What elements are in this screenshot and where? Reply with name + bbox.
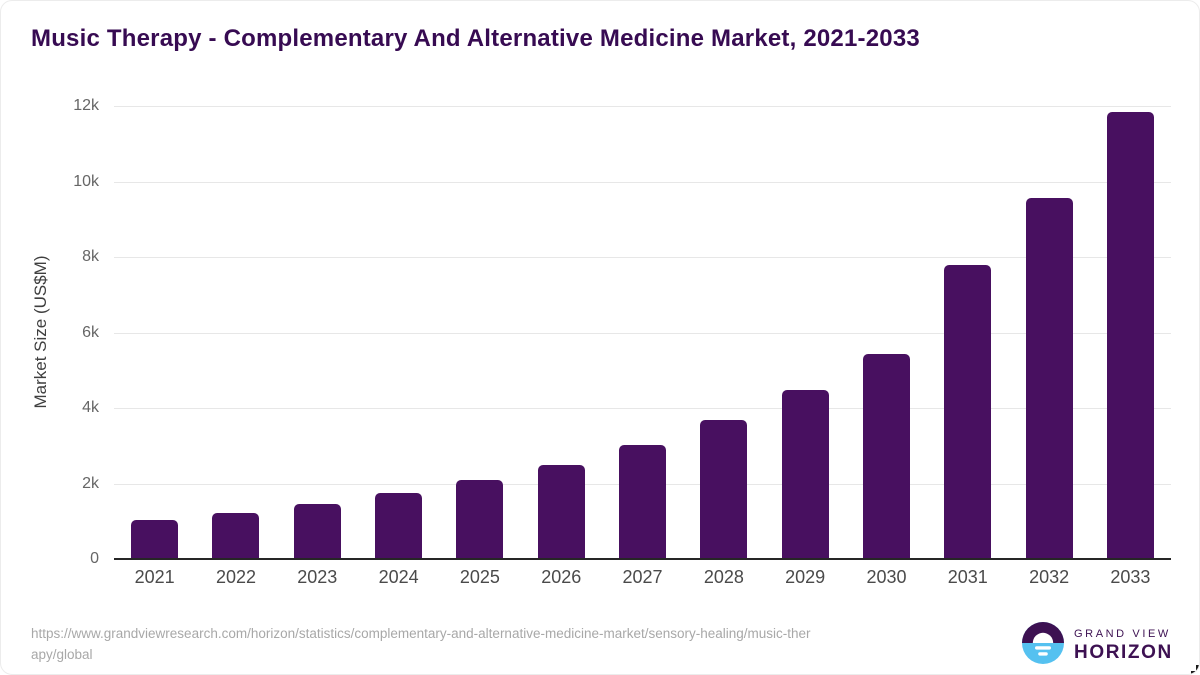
gridline-12k (114, 106, 1171, 107)
x-tick-label-2025: 2025 (459, 567, 500, 587)
plot-area (114, 106, 1171, 560)
y-tick-label-0: 0 (90, 550, 99, 567)
y-axis-tick-labels: 0 2k 4k 6k 8k 10k 12k (31, 97, 99, 567)
x-tick-label-2026: 2026 (541, 567, 582, 587)
bar-slot-2023 (277, 106, 358, 559)
bar-slot-2031 (927, 106, 1008, 559)
logo-brand-top: GRAND VIEW (1074, 627, 1171, 640)
bar-2029 (781, 389, 829, 559)
x-tick-label-2028: 2028 (703, 567, 744, 587)
bar-2030 (862, 354, 910, 559)
gridline-10k (114, 181, 1171, 183)
x-tick-label-2031: 2031 (947, 567, 988, 587)
x-tick-label-2033: 2033 (1110, 567, 1151, 587)
bar-2026 (537, 465, 585, 559)
bar-slot-2024 (358, 106, 439, 559)
bar-2023 (293, 504, 341, 559)
gridline-6k (114, 332, 1171, 334)
bar-2024 (375, 493, 423, 559)
chart-title: Music Therapy - Complementary And Altern… (31, 25, 920, 52)
grandview-horizon-logo: GRAND VIEW HORIZON (1022, 622, 1173, 669)
bar-slot-2027 (602, 106, 683, 559)
bar-slot-2030 (846, 106, 927, 559)
source-url-line: https://www.grandviewresearch.com/horizo… (31, 626, 811, 641)
bar-slot-2033 (1090, 106, 1171, 559)
bar-2021 (131, 520, 179, 559)
bar-slot-2028 (683, 106, 764, 559)
bar-2027 (619, 444, 667, 559)
x-axis-line (114, 558, 1171, 560)
y-tick-label-10k: 10k (73, 172, 99, 190)
bar-slot-2032 (1008, 106, 1089, 559)
x-tick-label-2024: 2024 (378, 567, 419, 587)
bar-slot-2025 (439, 106, 520, 559)
bar-2032 (1025, 197, 1073, 559)
y-tick-label-4k: 4k (82, 399, 99, 416)
x-tick-label-2032: 2032 (1029, 567, 1070, 587)
source-url: https://www.grandviewresearch.com/horizo… (31, 624, 951, 666)
bar-2022 (212, 513, 260, 559)
bar-slot-2026 (521, 106, 602, 559)
bar-2025 (456, 480, 504, 559)
bar-2031 (944, 264, 992, 559)
bar-slot-2021 (114, 106, 195, 559)
y-tick-label-12k: 12k (73, 97, 99, 114)
bars-row (114, 106, 1171, 559)
bar-slot-2029 (765, 106, 846, 559)
x-tick-label-2023: 2023 (297, 567, 338, 587)
x-tick-label-2027: 2027 (622, 567, 663, 587)
x-tick-label-2021: 2021 (134, 567, 175, 587)
bar-slot-2022 (195, 106, 276, 559)
gridline-4k (114, 408, 1171, 409)
horizon-sunrise-icon (1022, 622, 1064, 669)
x-axis-tick-labels: 2021 2022 2023 2024 2025 2026 2027 2028 2029 2030… (114, 567, 1171, 588)
x-tick-label-2029: 2029 (785, 567, 826, 587)
corner-resize-artifact (1191, 665, 1199, 674)
y-tick-label-8k: 8k (82, 248, 99, 265)
bar-2033 (1106, 112, 1154, 559)
x-tick-label-2030: 2030 (866, 567, 907, 587)
logo-brand-bottom: HORIZON (1074, 641, 1173, 663)
source-url-line: apy/global (31, 646, 93, 662)
y-tick-label-2k: 2k (82, 474, 99, 492)
bar-2028 (700, 419, 748, 559)
y-tick-label-6k: 6k (82, 323, 99, 341)
gridline-8k (114, 257, 1171, 258)
logo-text: GRAND VIEW HORIZON (1074, 628, 1173, 664)
x-tick-label-2022: 2022 (215, 567, 256, 587)
